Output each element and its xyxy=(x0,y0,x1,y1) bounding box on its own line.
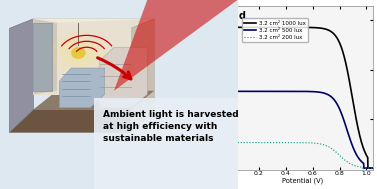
Circle shape xyxy=(72,48,85,58)
X-axis label: Potential (V): Potential (V) xyxy=(282,178,323,184)
FancyBboxPatch shape xyxy=(94,98,238,189)
Polygon shape xyxy=(9,19,33,132)
Polygon shape xyxy=(33,19,131,95)
Polygon shape xyxy=(33,23,52,91)
Polygon shape xyxy=(33,91,155,110)
Circle shape xyxy=(62,40,95,66)
Polygon shape xyxy=(131,19,155,132)
Text: d: d xyxy=(239,11,246,21)
Polygon shape xyxy=(100,47,147,108)
Polygon shape xyxy=(33,19,155,23)
Polygon shape xyxy=(114,0,238,91)
Polygon shape xyxy=(9,110,155,132)
Text: Ambient light is harvested
at high efficiency with
sustainable materials: Ambient light is harvested at high effic… xyxy=(103,110,239,143)
Polygon shape xyxy=(9,19,33,132)
Polygon shape xyxy=(59,68,104,108)
Circle shape xyxy=(52,32,104,74)
Polygon shape xyxy=(9,19,155,28)
Legend: 3.2 cm² 1000 lux, 3.2 cm² 500 lux, 3.2 cm² 200 lux: 3.2 cm² 1000 lux, 3.2 cm² 500 lux, 3.2 c… xyxy=(242,18,308,42)
Y-axis label: Photocurrent density (μA cm⁻²): Photocurrent density (μA cm⁻²) xyxy=(211,41,218,135)
Polygon shape xyxy=(33,19,57,95)
